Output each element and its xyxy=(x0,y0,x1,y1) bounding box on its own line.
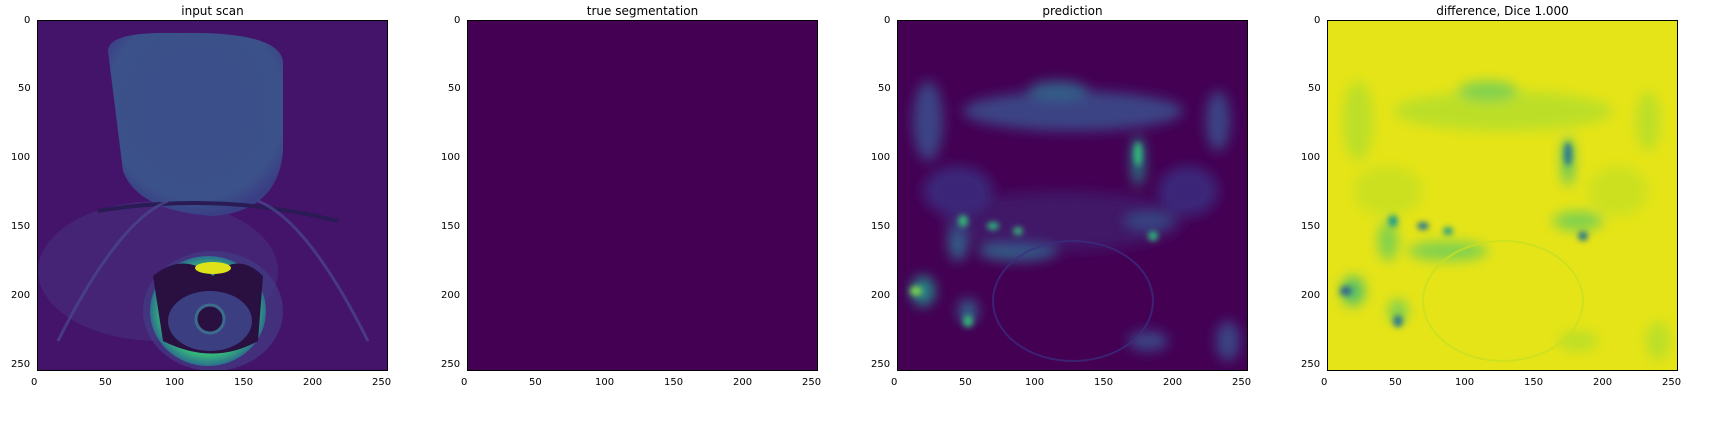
x-tick-label: 150 xyxy=(234,377,254,388)
y-tick-label: 200 xyxy=(11,290,31,301)
x-tick-label: 100 xyxy=(1455,377,1475,388)
y-tick-label: 100 xyxy=(11,152,31,163)
y-tick-label: 50 xyxy=(1308,83,1321,94)
panel-prediction: prediction xyxy=(860,0,1292,432)
chart-title: input scan xyxy=(181,4,244,18)
x-tick-label: 50 xyxy=(529,377,542,388)
x-tick-label: 100 xyxy=(1025,377,1045,388)
panel-input-scan: input scan xyxy=(0,0,432,432)
heatmap-difference xyxy=(1328,21,1677,370)
panel-true-segmentation: true segmentation 0 50 100 150 200 250 0… xyxy=(430,0,862,432)
image-plot-difference xyxy=(1327,20,1678,371)
x-tick-label: 250 xyxy=(372,377,392,388)
y-tick-label: 250 xyxy=(11,359,31,370)
x-tick-label: 200 xyxy=(303,377,323,388)
heatmap-true-segmentation xyxy=(468,21,817,370)
x-tick-label: 50 xyxy=(99,377,112,388)
y-tick-label: 100 xyxy=(441,152,461,163)
x-tick-label: 50 xyxy=(1389,377,1402,388)
x-tick-label: 200 xyxy=(1593,377,1613,388)
y-tick-label: 100 xyxy=(1301,152,1321,163)
y-tick-label: 0 xyxy=(454,15,461,26)
heatmap-input-scan xyxy=(38,21,387,370)
x-tick-label: 0 xyxy=(31,377,38,388)
y-tick-label: 50 xyxy=(448,83,461,94)
x-tick-label: 100 xyxy=(165,377,185,388)
y-tick-label: 0 xyxy=(24,15,31,26)
y-tick-label: 200 xyxy=(1301,290,1321,301)
y-tick-label: 250 xyxy=(871,359,891,370)
y-tick-label: 200 xyxy=(441,290,461,301)
y-tick-label: 100 xyxy=(871,152,891,163)
x-tick-label: 200 xyxy=(733,377,753,388)
y-tick-label: 250 xyxy=(1301,359,1321,370)
x-tick-label: 0 xyxy=(1321,377,1328,388)
y-tick-label: 50 xyxy=(18,83,31,94)
panel-difference: difference, Dice 1.000 xyxy=(1290,0,1722,432)
x-tick-label: 250 xyxy=(802,377,822,388)
x-tick-label: 150 xyxy=(664,377,684,388)
y-tick-label: 150 xyxy=(871,221,891,232)
y-tick-label: 150 xyxy=(11,221,31,232)
y-tick-label: 250 xyxy=(441,359,461,370)
image-plot-prediction xyxy=(897,20,1248,371)
x-tick-label: 50 xyxy=(959,377,972,388)
x-tick-label: 100 xyxy=(595,377,615,388)
x-tick-label: 150 xyxy=(1094,377,1114,388)
chart-title: prediction xyxy=(1042,4,1103,18)
y-tick-label: 200 xyxy=(871,290,891,301)
x-tick-label: 200 xyxy=(1163,377,1183,388)
heatmap-prediction xyxy=(898,21,1247,370)
y-tick-label: 50 xyxy=(878,83,891,94)
image-plot-input-scan xyxy=(37,20,388,371)
x-tick-label: 250 xyxy=(1662,377,1682,388)
image-plot-true-segmentation xyxy=(467,20,818,371)
y-tick-label: 150 xyxy=(441,221,461,232)
y-tick-label: 0 xyxy=(1314,15,1321,26)
x-tick-label: 0 xyxy=(461,377,468,388)
chart-title: difference, Dice 1.000 xyxy=(1436,4,1569,18)
x-tick-label: 0 xyxy=(891,377,898,388)
y-tick-label: 150 xyxy=(1301,221,1321,232)
x-tick-label: 250 xyxy=(1232,377,1252,388)
y-tick-label: 0 xyxy=(884,15,891,26)
chart-title: true segmentation xyxy=(586,4,699,18)
x-tick-label: 150 xyxy=(1524,377,1544,388)
